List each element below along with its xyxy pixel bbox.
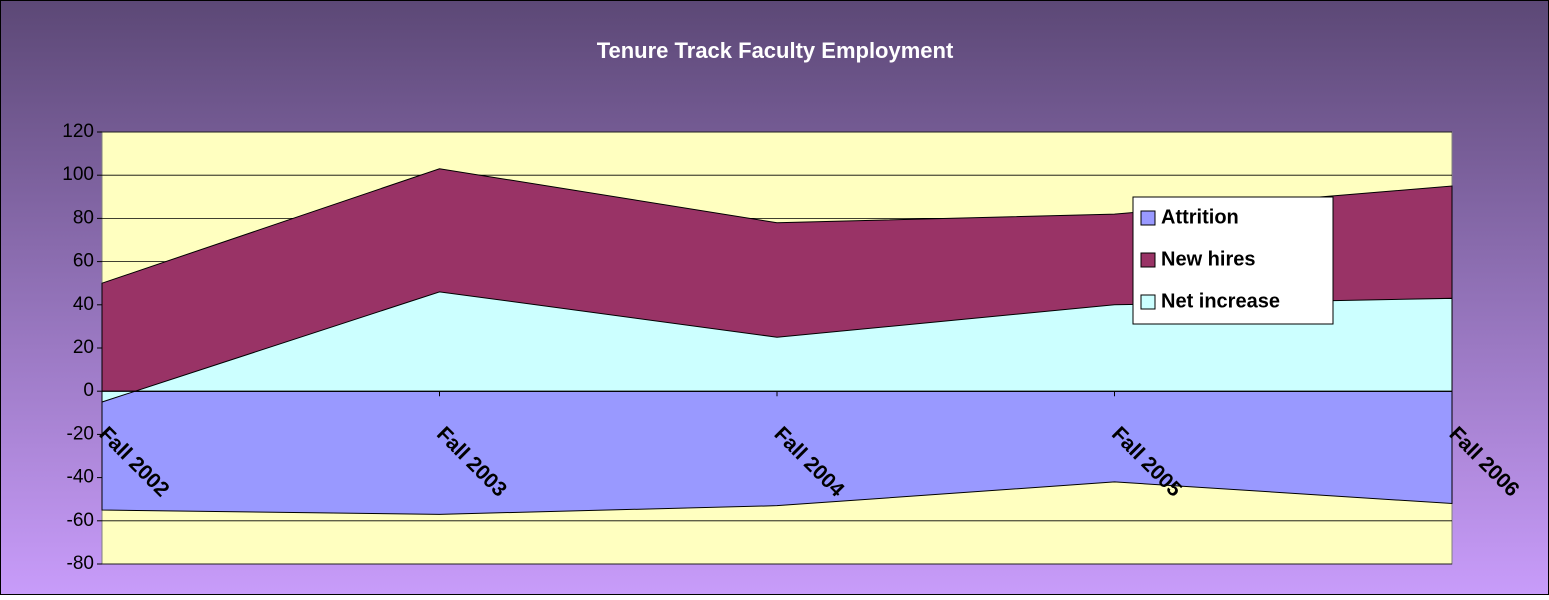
legend <box>1132 196 1334 325</box>
area <box>101 291 1453 403</box>
area <box>101 390 1453 515</box>
y-tick-label: 80 <box>73 207 94 228</box>
y-tick-label: -80 <box>67 553 94 574</box>
y-tick-label: 0 <box>83 380 94 401</box>
y-tick-label: 20 <box>73 337 94 358</box>
legend-swatch <box>1140 294 1156 310</box>
y-tick-label: 100 <box>62 164 94 185</box>
y-tick-label: 120 <box>62 121 94 142</box>
y-tick-label: 40 <box>73 294 94 315</box>
legend-swatch <box>1140 252 1156 268</box>
legend-label: New hires <box>1161 248 1255 270</box>
legend-swatch <box>1140 210 1156 226</box>
y-tick-label: -60 <box>67 510 94 531</box>
y-tick-label: -20 <box>67 423 94 444</box>
legend-label: Net increase <box>1161 290 1280 312</box>
y-tick-label: 60 <box>73 251 94 272</box>
legend-label: Attrition <box>1161 206 1239 228</box>
y-tick-label: -40 <box>67 467 94 488</box>
chart-title: Tenure Track Faculty Employment <box>597 38 954 63</box>
